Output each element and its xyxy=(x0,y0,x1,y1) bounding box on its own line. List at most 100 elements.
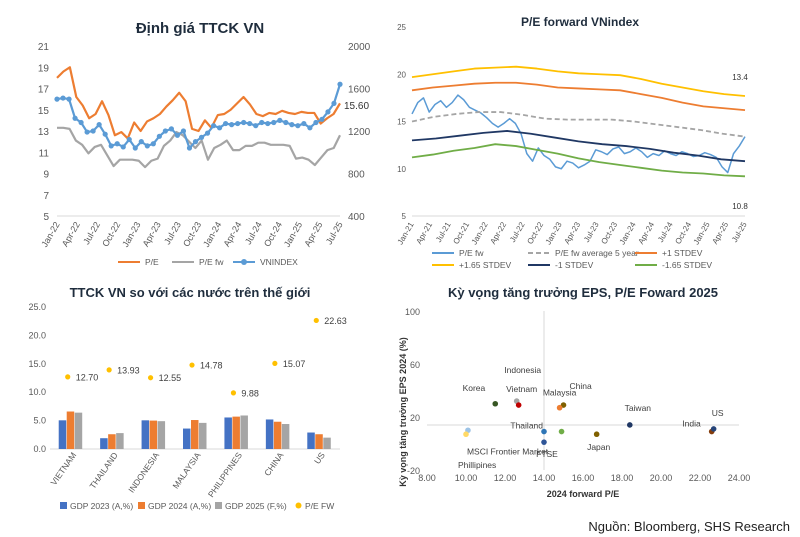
category-label: MALAYSIA xyxy=(170,450,202,490)
x-tick-label: Jul-24 xyxy=(656,220,675,244)
x-tick-label: 10.00 xyxy=(455,473,478,483)
series-line--1-stdev xyxy=(411,81,746,112)
y-tick-label: 100 xyxy=(405,307,420,317)
vnindex-point xyxy=(222,120,229,127)
vnindex-point xyxy=(331,100,337,106)
chart-title: P/E forward VNindex xyxy=(521,15,639,29)
vnindex-point xyxy=(253,123,259,129)
category-label: THAILAND xyxy=(87,450,119,490)
vnindex-point xyxy=(192,139,199,145)
bar-china-1 xyxy=(265,419,274,449)
x-axis-title: 2024 forward P/E xyxy=(547,489,620,499)
x-tick-label: 12.00 xyxy=(494,473,517,483)
point-unlabeled xyxy=(558,428,565,435)
pe-dot-us xyxy=(313,317,319,324)
point-label: Korea xyxy=(463,383,486,393)
point-label: MSCI Frontier Market xyxy=(467,446,549,456)
y-tick-label: 5.0 xyxy=(33,416,46,426)
bar-philippines-1 xyxy=(224,417,232,449)
bar-indonesia-2 xyxy=(149,420,158,449)
chart-title: TTCK VN so với các nước trên thế giới xyxy=(70,285,311,300)
vnindex-point xyxy=(54,96,60,102)
vnindex-point xyxy=(259,119,265,126)
y-tick-label: 20 xyxy=(397,70,406,79)
y-left-tick-label: 19 xyxy=(38,63,50,74)
x-tick-label: Jan-25 xyxy=(692,220,712,246)
vnindex-point xyxy=(319,116,325,122)
legend: P/E P/E fw VNINDEX xyxy=(118,257,298,267)
x-tick-label: Jul-22 xyxy=(81,220,102,246)
category-label: PHILIPPINES xyxy=(206,450,244,499)
series-line-p-e-fw-average-5-year xyxy=(411,111,746,138)
category-label: CHINA xyxy=(262,450,286,478)
bar-us-1 xyxy=(307,432,315,449)
category-label: VIETNAM xyxy=(48,450,78,487)
x-tick-label: Jan-23 xyxy=(120,220,142,249)
x-tick-label: Jul-25 xyxy=(730,220,749,244)
x-tick-label: Apr-25 xyxy=(710,220,730,246)
y-left-tick-label: 13 xyxy=(38,127,50,138)
y-tick-label: -20 xyxy=(407,466,420,476)
bar-malaysia-1 xyxy=(183,428,191,449)
y-right-tick-label: 1600 xyxy=(348,85,371,96)
x-tick-label: Apr-24 xyxy=(636,220,656,246)
bar-thailand-2 xyxy=(108,434,116,449)
x-tick-label: Apr-21 xyxy=(414,220,434,246)
point-label: Indonesia xyxy=(504,365,541,375)
point-label: US xyxy=(712,408,724,418)
vnindex-point xyxy=(283,119,289,126)
legend: GDP 2023 (A,%) GDP 2024 (A,%) GDP 2025 (F,… xyxy=(60,501,334,511)
point-malaysia xyxy=(556,404,563,411)
y-right-tick-label: 400 xyxy=(348,212,365,223)
y-tick-label: 25 xyxy=(397,23,406,32)
vnindex-point xyxy=(301,120,307,127)
vnindex-point xyxy=(313,119,319,126)
y-tick-label: 20 xyxy=(410,413,420,423)
y-left-tick-label: 7 xyxy=(43,191,49,202)
vnindex-point xyxy=(120,144,126,150)
legend-vnindex-label: VNINDEX xyxy=(260,257,298,267)
y-tick-label: 25.0 xyxy=(28,302,46,312)
y-right-tick-label: 800 xyxy=(348,170,365,181)
vnindex-point xyxy=(144,143,150,149)
x-tick-label: Jan-22 xyxy=(470,220,490,246)
category-label: US xyxy=(312,450,327,466)
chart-eps-growth-vs-pe: Kỳ vọng tăng trưởng EPS, P/E Foward 2025… xyxy=(398,285,750,499)
point-label: China xyxy=(570,381,592,391)
vnindex-point xyxy=(241,119,247,126)
y-right-tick-label: 1200 xyxy=(348,127,371,138)
x-tick-label: Jan-25 xyxy=(282,220,304,249)
vnindex-point xyxy=(90,128,96,134)
point-japan xyxy=(593,431,600,438)
x-tick-label: Apr-24 xyxy=(221,220,243,248)
legend-swatch xyxy=(60,502,67,509)
vnindex-point xyxy=(186,145,193,151)
chart-title: Kỳ vọng tăng trưởng EPS, P/E Foward 2025 xyxy=(448,285,718,300)
x-tick-label: 16.00 xyxy=(572,473,595,483)
annotation-bottom: 10.8 xyxy=(732,202,748,211)
x-tick-label: Jan-21 xyxy=(396,220,416,246)
chart-title: Định giá TTCK VN xyxy=(136,20,264,37)
pe-dot-thailand xyxy=(106,367,112,373)
point-us xyxy=(710,426,717,432)
y-tick-label: 20.0 xyxy=(28,330,46,340)
chart-vn-valuation: Định giá TTCK VN 5 7 9 11 13 15 17 19 21 400 800 120… xyxy=(38,20,371,267)
point-label: Vietnam xyxy=(506,384,537,394)
y-axis-title: Kỳ vọng tăng trưởng EPS 2024 (%) xyxy=(398,337,408,486)
vnindex-point xyxy=(102,131,108,137)
x-tick-label: Apr-23 xyxy=(141,220,163,248)
y-left-tick-label: 11 xyxy=(39,148,50,159)
vnindex-point xyxy=(235,120,241,127)
vnindex-point xyxy=(72,115,78,121)
series-line-vnindex xyxy=(56,83,342,150)
x-tick-label: Jul-22 xyxy=(508,220,527,244)
legend-pe-fw-label: P/E fw xyxy=(199,257,224,267)
vnindex-point xyxy=(174,132,181,138)
vnindex-point xyxy=(289,122,295,128)
pe-dot-label: 12.70 xyxy=(76,372,99,382)
bar-us-3 xyxy=(323,437,331,449)
legend-swatch xyxy=(215,502,222,509)
chart-market-comparison: TTCK VN so với các nước trên thế giới 0.0… xyxy=(28,285,346,511)
bar-china-3 xyxy=(281,424,290,449)
